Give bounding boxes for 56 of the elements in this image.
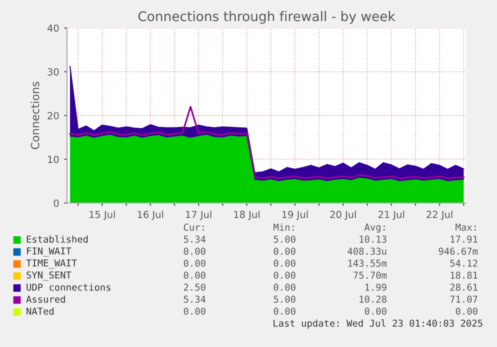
y-tick-label: 30 [48, 68, 59, 76]
legend-label: TIME_WAIT [26, 259, 77, 269]
text: Last update: Wed Jul 23 01:40:03 2025 [274, 319, 482, 329]
text: 75.70m [354, 272, 387, 279]
legend-label: NATed [26, 307, 54, 315]
text: 0.00 [184, 308, 206, 315]
text: 143.55m [348, 260, 387, 267]
text: 946.67m [438, 248, 478, 255]
text: 5.34 [184, 296, 206, 303]
text: 0.00 [456, 308, 478, 315]
line-series [69, 106, 464, 180]
text: 0.00 [184, 248, 206, 255]
text: 2.50 [184, 284, 206, 291]
text: 5.00 [274, 296, 296, 303]
text: 0.00 [274, 260, 296, 267]
text: 0.00 [274, 308, 296, 315]
legend-label: UDP connections [26, 283, 110, 291]
x-tick-label: 16 Jul [138, 210, 164, 220]
text: 17.91 [450, 236, 478, 243]
y-tick-label: 40 [47, 24, 59, 32]
y-tick-label: 20 [48, 112, 59, 120]
text: Cur: [184, 224, 204, 231]
legend-label: SYN_SENT [26, 271, 72, 281]
legend-label: Assured [26, 295, 65, 303]
text: 71.07 [450, 296, 478, 303]
chart-title: Connections through firewall - by week [138, 11, 396, 24]
legend-label: Established [26, 235, 88, 243]
text: 0.00 [274, 284, 296, 291]
x-tick-label: 20 Jul [330, 210, 356, 220]
text: 0.00 [364, 308, 386, 315]
x-tick-label: 18 Jul [234, 210, 260, 220]
legend-label: FIN_WAIT [27, 247, 72, 257]
text: 5.34 [184, 236, 206, 243]
text: 408.33u [348, 248, 386, 255]
y-tick-label: 10 [48, 156, 59, 164]
text: 0.00 [274, 248, 296, 255]
y-axis-title: Connections [30, 82, 40, 150]
text: 1.99 [365, 284, 386, 291]
x-tick-label: 21 Jul [378, 210, 404, 220]
x-tick-label: 19 Jul [282, 210, 308, 220]
text: 54.12 [450, 260, 478, 267]
text: 0.00 [184, 272, 206, 279]
text: Min: [274, 223, 294, 231]
x-tick-label: 22 Jul [426, 210, 452, 220]
y-tick-label: 0 [54, 199, 59, 207]
text: 10.13 [360, 236, 386, 243]
x-tick-label: 15 Jul [90, 210, 115, 220]
x-tick-label: 17 Jul [186, 210, 212, 220]
text: Max: [456, 224, 476, 231]
text: 5.00 [274, 236, 296, 243]
text: 18.81 [450, 272, 478, 279]
text: 28.61 [450, 284, 478, 291]
text: Avg: [364, 224, 385, 233]
text: 10.28 [360, 296, 386, 303]
text: 0.00 [274, 272, 296, 279]
text: 0.00 [184, 260, 206, 267]
